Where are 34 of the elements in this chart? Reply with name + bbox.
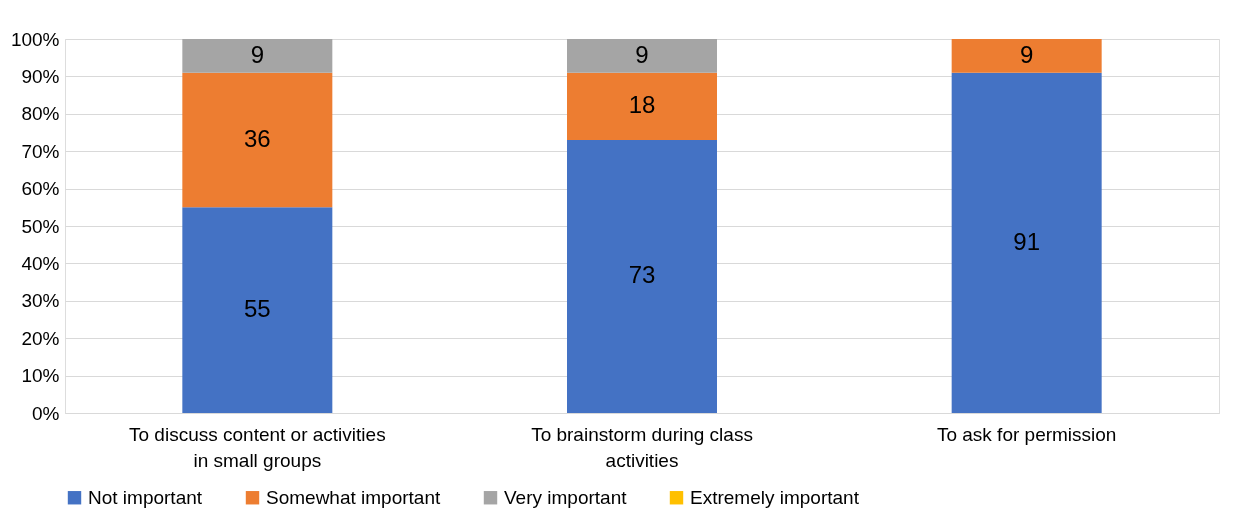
bar	[567, 139, 717, 413]
bar	[182, 39, 333, 73]
bar	[567, 39, 717, 73]
data-label: 55	[243, 295, 271, 323]
data-label: 9	[1019, 40, 1034, 68]
bar	[951, 72, 1102, 413]
data-label: 91	[1013, 227, 1041, 255]
bar	[567, 72, 717, 140]
bar	[951, 39, 1102, 73]
legend-label: Not important	[88, 486, 203, 508]
y-tick-label: 40%	[21, 252, 60, 274]
x-tick-label: To brainstorm during class activities	[531, 423, 753, 471]
y-tick-label: 80%	[21, 103, 60, 125]
bar	[182, 72, 333, 208]
data-label: 9	[635, 40, 649, 68]
legend-label: Somewhat important	[266, 486, 441, 508]
data-label: 9	[250, 40, 265, 68]
y-tick-label: 0%	[32, 402, 60, 424]
x-tick-label: To ask for permission	[936, 423, 1117, 445]
x-tick-label: To discuss content or activities in small groups	[129, 423, 386, 471]
data-label: 18	[628, 91, 656, 119]
y-tick-label: 20%	[21, 327, 60, 349]
y-tick-label: 100%	[10, 28, 60, 50]
y-tick-label: 70%	[21, 140, 60, 162]
y-tick-label: 60%	[21, 178, 60, 200]
y-tick-label: 90%	[21, 65, 60, 87]
data-label: 36	[243, 124, 271, 152]
data-label: 73	[628, 261, 656, 289]
bar	[182, 207, 333, 413]
legend-label: Very important	[504, 486, 628, 508]
y-tick-label: 30%	[21, 290, 60, 312]
y-tick-label: 10%	[21, 365, 60, 387]
legend-label: Extremely important	[690, 486, 860, 508]
y-tick-label: 50%	[21, 215, 60, 237]
